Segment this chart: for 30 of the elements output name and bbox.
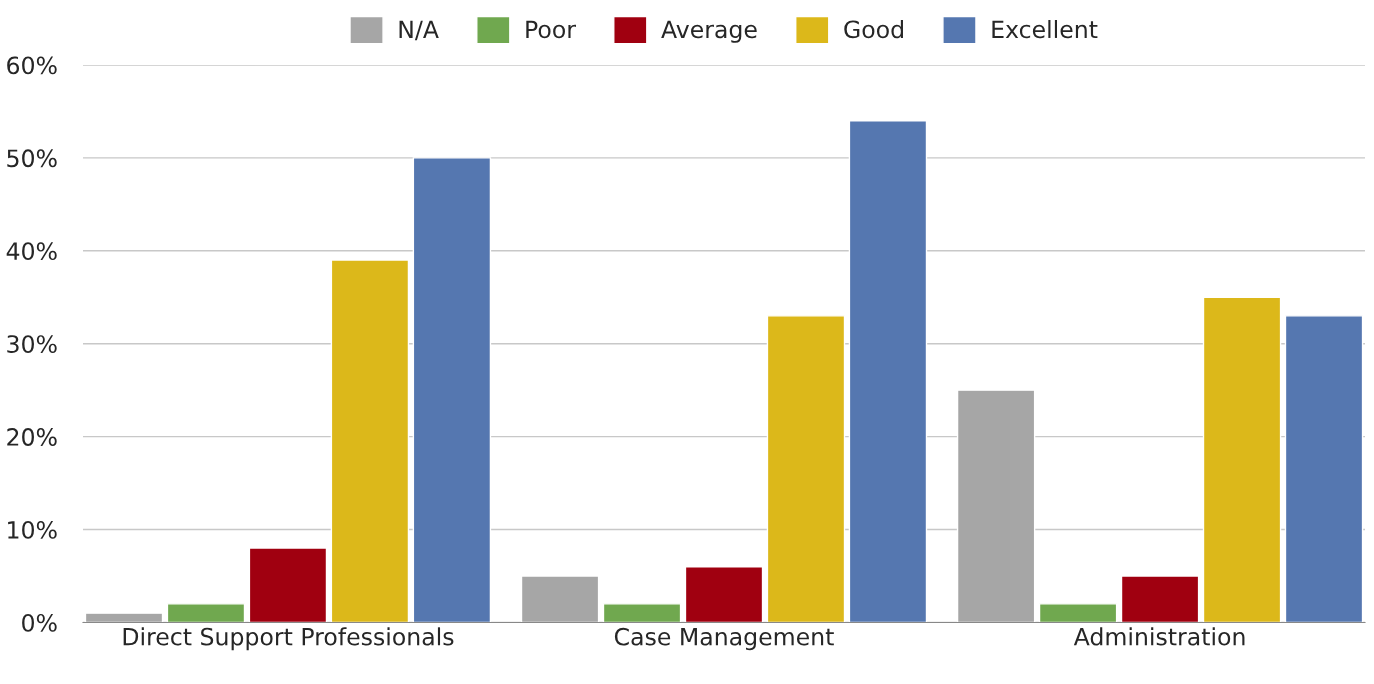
bar [684, 565, 764, 623]
bar [602, 603, 682, 623]
bar [84, 612, 164, 623]
bar [956, 389, 1036, 623]
legend-label: Good [844, 20, 903, 39]
y-tick-label: 10% [8, 520, 57, 539]
bar [520, 575, 600, 623]
bar [848, 120, 928, 623]
bar [330, 259, 410, 623]
bar [412, 157, 492, 623]
x-tick-label: Case Management [614, 627, 834, 651]
y-tick-label: 20% [7, 428, 57, 446]
legend-label: Poor [526, 20, 576, 39]
y-tick-label: 60% [7, 56, 57, 75]
legend-label: N/A [399, 20, 439, 41]
y-tick-label: 0% [22, 613, 57, 632]
y-tick-label: 30% [7, 335, 57, 354]
y-tick-label: 40% [6, 242, 57, 261]
y-tick-label: 50% [7, 149, 57, 168]
bar [248, 547, 328, 623]
legend-label: Average [661, 20, 757, 43]
bar [1038, 603, 1118, 623]
bar [1202, 296, 1282, 623]
bar [1284, 315, 1364, 623]
bar [766, 315, 846, 623]
x-tick-label: Administration [1073, 627, 1245, 646]
legend-label: Excellent [992, 20, 1098, 39]
bar [166, 603, 246, 623]
x-tick-label: Direct Support Professionals [123, 627, 454, 651]
bar [1120, 575, 1200, 623]
